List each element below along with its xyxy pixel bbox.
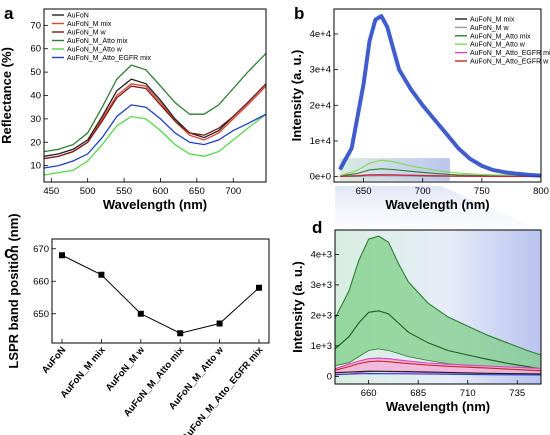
panel-a-legend-label-aufon-m-atto-egfr-mix: AuFoN_M_Atto_EGFR mix <box>67 55 152 62</box>
panel-d-series-aufon-m-atto-egfr-mix <box>334 357 542 370</box>
panel-d-y-tick-label: 1e+3 <box>311 341 332 352</box>
panel-d: d 660 685 710 735 0 1e+3 2e+3 3e+3 4e+3 Wavelengt… <box>290 218 542 414</box>
panel-b-legend-label-aufon-m-atto-w: AuFoN_M_Atto w <box>470 42 526 49</box>
panel-c-y-tick-label: 650 <box>33 309 49 320</box>
panel-b-legend-label-aufon-m-w: AuFoN_M w <box>470 25 509 32</box>
panel-c-y-axis-title: LSPR band position (nm) <box>6 213 21 368</box>
panel-d-y-tick-label: 3e+3 <box>311 280 332 291</box>
panel-d-series-aufon-m-w <box>334 373 542 376</box>
panel-b-x-axis-title: Wavelength (nm) <box>385 197 489 212</box>
panel-a-y-tick-label: 60 <box>30 44 41 55</box>
panel-b-series-aufon-m-atto-mix <box>339 168 542 177</box>
panel-b-y-tick-label: 4e+4 <box>310 29 331 40</box>
panel-c-y-tick-label: 670 <box>33 244 49 255</box>
panel-a-x-tick-label: 500 <box>80 186 96 197</box>
panel-a-x-axis-title: Wavelength (nm) <box>103 197 207 212</box>
panel-d-x-tick-label: 710 <box>460 388 476 399</box>
panel-c-point-aufon-m-atto-w <box>216 320 223 327</box>
panel-a-legend-label-aufon: AuFoN <box>67 13 89 20</box>
panel-a-x-tick-label: 600 <box>153 186 169 197</box>
panel-d-series-aufon-m-atto-egfr-w <box>334 360 542 372</box>
panel-a-y-tick-label: 20 <box>30 137 41 148</box>
panel-c: c 650 660 670 LSPR band position (nm) AuFoN A… <box>4 213 270 435</box>
panel-c-frame <box>51 238 270 344</box>
panel-b-legend-label-aufon-m-mix: AuFoN_M mix <box>470 17 515 24</box>
panel-a-series-aufon-m-w <box>43 83 267 160</box>
panel-a-y-tick-label: 40 <box>30 91 41 102</box>
panel-a-legend-label-aufon-m-w: AuFoN_M w <box>67 30 106 37</box>
panel-c-point-aufon <box>59 252 65 259</box>
panel-a-legend-label-aufon-m-mix: AuFoN_M mix <box>67 21 112 28</box>
panel-c-point-aufon-m-atto-mix <box>177 330 184 337</box>
panel-b-frame <box>333 8 542 183</box>
panel-c-letter: c <box>4 243 13 262</box>
panel-d-series-aufon-m-atto-w <box>334 235 542 356</box>
panel-d-x-axis-title: Wavelength (nm) <box>386 399 490 414</box>
panel-b-legend-label-aufon-m-atto-egfr-mix: AuFoN_M_Atto_EGFR mix <box>470 50 550 57</box>
panel-b-series-main-emission <box>338 14 542 178</box>
panel-a-y-tick-label: 10 <box>30 161 41 172</box>
panel-c-category-label-aufon-m-w: AuFoN_M w <box>104 344 148 393</box>
panel-d-x-tick-label: 735 <box>509 388 525 399</box>
panel-c-y-tick-label: 660 <box>33 276 49 287</box>
panel-b-y-tick-label: 2e+4 <box>310 100 331 111</box>
panel-c-series-line <box>61 254 260 334</box>
panel-a-y-tick-label: 70 <box>30 20 41 31</box>
panel-b-x-tick-label: 650 <box>356 186 372 197</box>
panel-b: b 650 700 750 800 0e+0 1e+4 2e+4 3e+4 4e+4 Wavele… <box>289 4 550 212</box>
panel-d-series-aufon-m-mix <box>334 370 542 375</box>
panel-d-x-tick-label: 685 <box>410 388 426 399</box>
panel-a-legend-label-aufon-m-atto-mix: AuFoN_M_Atto mix <box>67 38 128 45</box>
panel-b-y-tick-label: 3e+4 <box>310 65 331 76</box>
panel-d-y-tick-label: 0 <box>327 371 332 382</box>
panel-a-y-tick-label: 50 <box>30 67 41 78</box>
panel-a-legend-label-aufon-m-atto-w: AuFoN_M_Atto w <box>67 47 123 54</box>
panel-a-frame <box>43 8 267 183</box>
panel-b-letter: b <box>294 4 304 23</box>
panel-a-y-tick-label: 30 <box>30 114 41 125</box>
panel-a-x-tick-label: 650 <box>189 186 205 197</box>
panel-d-x-tick-label: 660 <box>361 388 377 399</box>
panel-b-x-tick-label: 800 <box>533 186 549 197</box>
panel-a-series-aufon-m-atto-egfr-mix <box>43 104 267 169</box>
panel-a-series-aufon-m-atto-mix <box>43 52 267 153</box>
panel-b-series-aufon-m-atto-w <box>339 159 542 177</box>
panel-c-point-aufon-m-mix <box>98 271 105 278</box>
panel-d-frame <box>334 229 542 385</box>
panel-a-x-tick-label: 550 <box>116 186 132 197</box>
panel-c-point-aufon-m-w <box>137 310 144 317</box>
panel-b-y-tick-label: 0e+0 <box>310 172 331 183</box>
panel-b-x-tick-label: 700 <box>415 186 431 197</box>
panel-a-letter: a <box>4 4 14 23</box>
panel-b-legend-label-aufon-m-atto-mix: AuFoN_M_Atto mix <box>470 33 531 40</box>
panel-b-legend-label-aufon-m-atto-egfr-w: AuFoN_M_Atto_EGFR w <box>470 59 549 66</box>
panel-a-x-tick-label: 700 <box>225 186 241 197</box>
panel-a-series-aufon-m-mix <box>43 83 267 160</box>
panel-a: a 450 500 550 600 650 700 10 20 30 40 50 60 70 Wavele… <box>0 4 267 212</box>
panel-d-band-aufon-m-atto-w <box>335 236 541 372</box>
panel-d-y-axis-title: Intensity (a. u.) <box>290 261 305 353</box>
panel-b-y-tick-label: 1e+4 <box>310 136 331 147</box>
zoom-connector <box>335 186 541 230</box>
panel-d-letter: d <box>312 218 322 237</box>
panel-a-series-aufon <box>43 78 267 157</box>
panel-b-y-axis-title: Intensity (a. u.) <box>289 50 304 142</box>
panel-b-series-aufon-m-atto-egfr-w <box>339 174 541 178</box>
panel-c-category-label-aufon: AuFoN <box>40 345 69 376</box>
panel-a-x-tick-label: 450 <box>43 186 59 197</box>
panel-d-y-tick-label: 2e+3 <box>311 310 332 321</box>
panel-a-series-aufon-m-atto-w <box>43 113 267 176</box>
panel-d-series-aufon-m-atto-mix <box>334 310 542 370</box>
panel-b-x-tick-label: 750 <box>474 186 490 197</box>
panel-d-y-tick-label: 4e+3 <box>311 249 332 260</box>
panel-a-y-axis-title: Reflectance (%) <box>0 47 14 144</box>
panel-c-point-aufon-m-atto-egfr-mix <box>256 284 262 291</box>
